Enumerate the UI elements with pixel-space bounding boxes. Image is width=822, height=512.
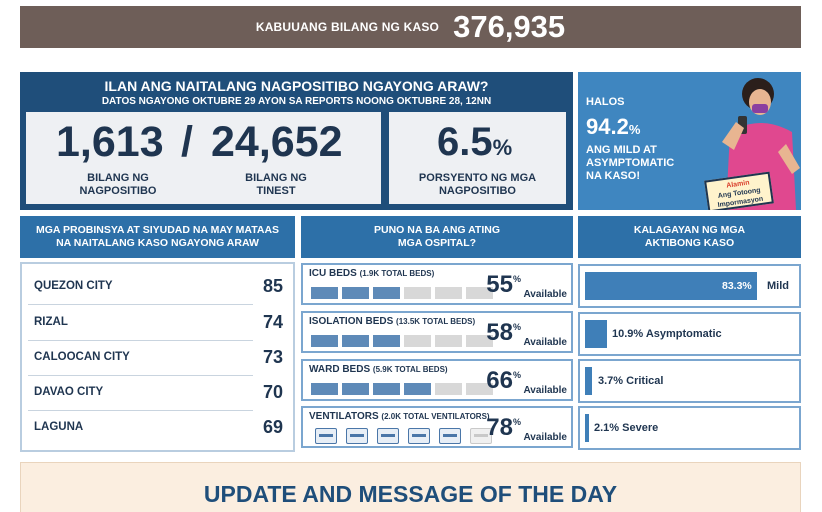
list-item: CALOOCAN CITY 73 [28, 341, 287, 376]
list-item: RIZAL 74 [28, 306, 287, 341]
tested-label: BILANG NG TINEST [245, 172, 307, 197]
status-mild: 83.3% Mild [578, 264, 801, 308]
available-label: Available [523, 289, 567, 300]
share-bar [585, 414, 589, 442]
update-panel: UPDATE AND MESSAGE OF THE DAY [20, 462, 801, 512]
hospitals-header: PUNO NA BA ANG ATING MGA OSPITAL? [301, 216, 573, 258]
province-name: DAVAO CITY [34, 386, 104, 398]
row-divider [28, 304, 253, 305]
ventilator-icon [346, 428, 368, 444]
positivity-rate: 6.5% [437, 120, 513, 164]
tested-count: 24,652 [211, 118, 343, 166]
row-divider [28, 340, 253, 341]
share-name: Mild [767, 280, 789, 292]
share-label: 2.1% Severe [594, 422, 659, 434]
province-count: 69 [262, 417, 283, 437]
provinces-header: MGA PROBINSYA AT SIYUDAD NA MAY MATAAS NA… [20, 216, 295, 258]
province-count: 73 [262, 347, 283, 367]
share-bar [585, 367, 592, 395]
provinces-list: QUEZON CITY 85 RIZAL 74 CALOOCAN CITY 73… [20, 262, 295, 452]
available-label: Available [523, 385, 567, 396]
positive-tested-box: 1,613 / 24,652 BILANG NG NAGPOSITIBO BIL… [26, 112, 381, 204]
today-subtitle: DATOS NGAYONG OKTUBRE 29 AYON SA REPORTS… [101, 96, 492, 107]
today-panel: ILAN ANG NAITALANG NAGPOSITIBO NGAYONG A… [20, 72, 573, 210]
share-bar [585, 320, 607, 348]
occupancy-bars [311, 287, 493, 299]
share-percent: 83.3% [722, 280, 752, 292]
available-percent: 55% [486, 271, 521, 298]
total-cases-label: KABUUANG BILANG NG KASO [255, 20, 440, 34]
ventilator-icon [377, 428, 399, 444]
ventilator-icon [439, 428, 461, 444]
ventilator-icon [315, 428, 337, 444]
province-count: 74 [262, 312, 283, 332]
total-cases-banner: KABUUANG BILANG NG KASO 376,935 [20, 6, 801, 48]
occupancy-bars [311, 335, 493, 347]
card-title: ICU BEDS (1.9K TOTAL BEDS) [309, 268, 435, 279]
available-percent: 58% [486, 319, 521, 346]
province-count: 85 [262, 276, 283, 296]
share-label: 10.9% Asymptomatic [612, 328, 722, 340]
promo-halos: HALOS [586, 96, 625, 108]
ventilator-icon [470, 428, 492, 444]
ventilators-card: VENTILATORS (2.0K TOTAL VENTILATORS) 78%… [301, 406, 573, 448]
slash-divider: / [181, 118, 193, 166]
promo-description: ANG MILD AT ASYMPTOMATIC NA KASO! [586, 144, 675, 182]
status-asymptomatic: 10.9% Asymptomatic [578, 312, 801, 356]
promo-percent: 94.2% [586, 114, 641, 139]
positive-count: 1,613 [56, 118, 164, 166]
positivity-rate-label: PORSYENTO NG MGA NAGPOSITIBO [418, 172, 537, 197]
isolation-beds-card: ISOLATION BEDS (13.5K TOTAL BEDS) 58% Av… [301, 311, 573, 353]
today-question: ILAN ANG NAITALANG NAGPOSITIBO NGAYONG A… [104, 78, 489, 94]
mild-asymptomatic-promo: HALOS 94.2% ANG MILD AT ASYMPTOMATIC NA … [578, 72, 801, 210]
province-name: CALOOCAN CITY [34, 351, 130, 363]
available-percent: 66% [486, 367, 521, 394]
province-name: QUEZON CITY [34, 280, 113, 292]
share-label: 3.7% Critical [598, 375, 664, 387]
positivity-rate-box: 6.5% PORSYENTO NG MGA NAGPOSITIBO [389, 112, 566, 204]
available-percent: 78% [486, 414, 521, 441]
list-item: QUEZON CITY 85 [28, 270, 287, 305]
total-cases-value: 376,935 [453, 9, 566, 44]
status-critical: 3.7% Critical [578, 359, 801, 403]
share-bar [585, 272, 757, 300]
card-title: ISOLATION BEDS (13.5K TOTAL BEDS) [309, 316, 476, 327]
update-title: UPDATE AND MESSAGE OF THE DAY [203, 481, 618, 507]
ventilator-icons [315, 428, 492, 444]
icu-beds-card: ICU BEDS (1.9K TOTAL BEDS) 55% Available [301, 263, 573, 305]
row-divider [28, 410, 253, 411]
province-name: LAGUNA [34, 421, 84, 433]
row-divider [28, 375, 253, 376]
positive-label: BILANG NG NAGPOSITIBO [79, 172, 157, 197]
card-title: VENTILATORS (2.0K TOTAL VENTILATORS) [309, 411, 490, 422]
province-name: RIZAL [34, 316, 68, 328]
province-count: 70 [262, 382, 283, 402]
list-item: LAGUNA 69 [28, 411, 287, 446]
list-item: DAVAO CITY 70 [28, 376, 287, 411]
available-label: Available [523, 432, 567, 443]
status-severe: 2.1% Severe [578, 406, 801, 450]
ward-beds-card: WARD BEDS (5.9K TOTAL BEDS) 66% Availabl… [301, 359, 573, 401]
occupancy-bars [311, 383, 493, 395]
status-header: KALAGAYAN NG MGA AKTIBONG KASO [578, 216, 801, 258]
card-title: WARD BEDS (5.9K TOTAL BEDS) [309, 364, 448, 375]
available-label: Available [523, 337, 567, 348]
ventilator-icon [408, 428, 430, 444]
